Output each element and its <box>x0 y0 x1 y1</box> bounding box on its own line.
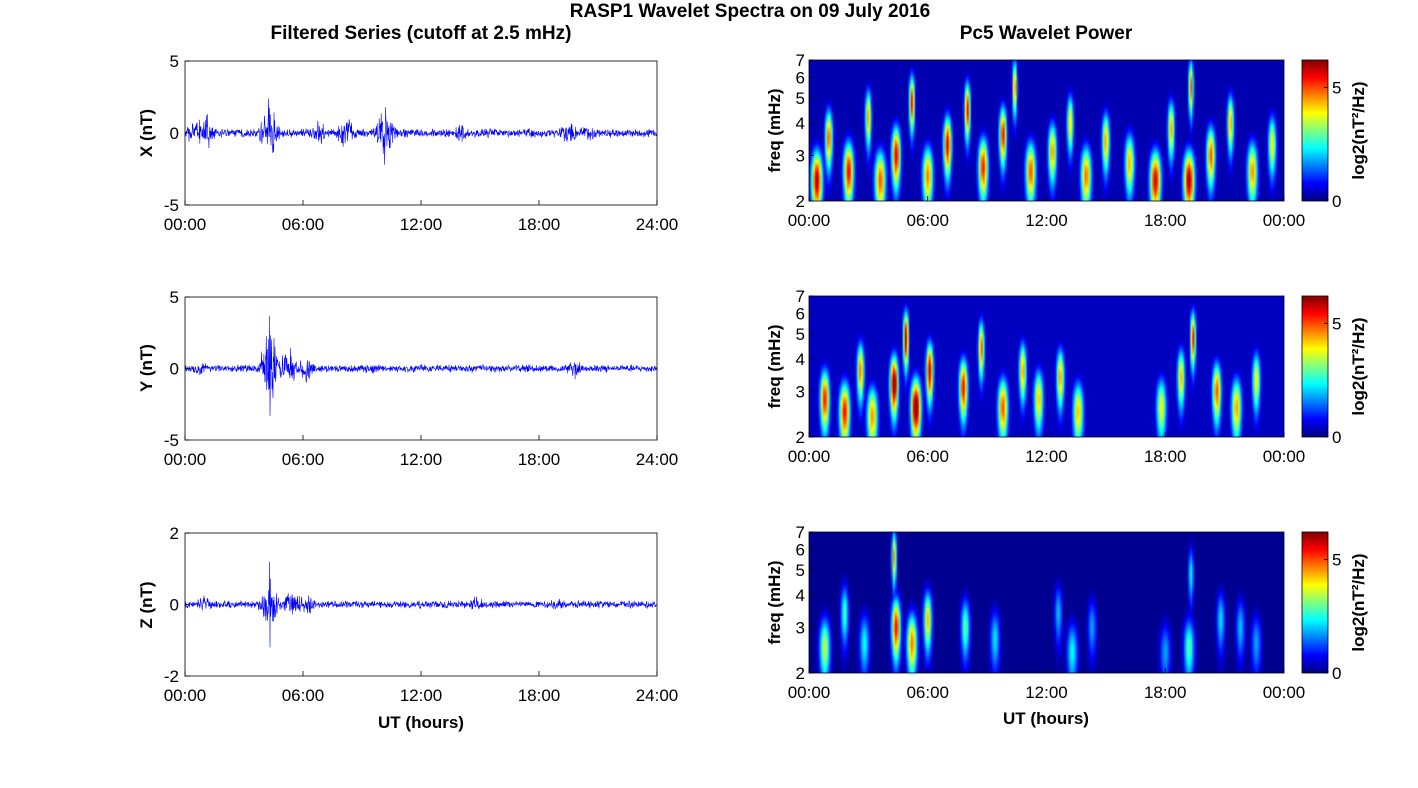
colorbar-1 <box>1301 59 1329 202</box>
y-tick-label: 0 <box>170 360 179 379</box>
left-xlabel: UT (hours) <box>378 713 464 732</box>
x-tick-label: 18:00 <box>1144 211 1187 230</box>
x-tick-label: 00:00 <box>788 211 831 230</box>
y-axis-label: freq (mHz) <box>765 88 784 172</box>
figure-title: RASP1 Wavelet Spectra on 09 July 2016 <box>570 1 930 22</box>
y-axis-label: freq (mHz) <box>765 324 784 408</box>
x-tick-label: 00:00 <box>1263 683 1306 702</box>
timeseries-panel-3: 2 0 -200:00 06:00 12:00 18:00 24:00 Z (nT) <box>137 524 678 705</box>
x-tick-label: 18:00 <box>518 450 561 469</box>
x-tick-label: 06:00 <box>906 683 949 702</box>
y-axis-label: Y (nT) <box>137 344 156 392</box>
x-tick-label: 12:00 <box>1025 211 1068 230</box>
timeseries-panel-1: 5 0 -500:00 06:00 12:00 18:00 24:00 X (nT) <box>137 52 678 234</box>
x-tick-label: 18:00 <box>1144 683 1187 702</box>
colorbar-tick-label: 5 <box>1332 314 1341 333</box>
x-tick-label: 12:00 <box>400 450 443 469</box>
x-tick-label: 18:00 <box>518 215 561 234</box>
x-tick-label: 24:00 <box>636 450 679 469</box>
y-tick-label: 7 <box>796 287 805 306</box>
y-tick-label: 0 <box>170 596 179 615</box>
y-tick-label: 2 <box>796 664 805 683</box>
colorbar-2 <box>1301 295 1329 438</box>
y-tick-label: 3 <box>796 618 805 637</box>
timeseries-line-3 <box>184 561 658 648</box>
y-tick-label: 7 <box>796 51 805 70</box>
x-tick-label: 00:00 <box>164 450 207 469</box>
x-tick-label: 18:00 <box>518 686 561 705</box>
y-tick-label: 4 <box>796 586 805 605</box>
y-axis-label: freq (mHz) <box>765 560 784 644</box>
wavelet-power-heatmap-3 <box>809 532 1284 673</box>
y-tick-label: 0 <box>170 124 179 143</box>
colorbar-tick-label: 0 <box>1332 428 1341 447</box>
x-tick-label: 06:00 <box>282 450 325 469</box>
x-tick-label: 00:00 <box>788 683 831 702</box>
left-column-title: Filtered Series (cutoff at 2.5 mHz) <box>271 23 572 44</box>
y-tick-label: 5 <box>796 325 805 344</box>
y-tick-label: 5 <box>170 288 179 307</box>
x-tick-label: 12:00 <box>400 215 443 234</box>
y-tick-label: 5 <box>170 52 179 71</box>
y-tick-label: 5 <box>796 561 805 580</box>
colorbar-tick-label: 5 <box>1332 78 1341 97</box>
x-tick-label: 00:00 <box>164 686 207 705</box>
timeseries-line-2 <box>184 315 658 416</box>
wavelet-power-heatmap-2 <box>809 296 1284 437</box>
y-tick-label: 2 <box>796 428 805 447</box>
x-tick-label: 24:00 <box>636 686 679 705</box>
y-tick-label: -2 <box>164 667 179 686</box>
y-tick-label: 5 <box>796 89 805 108</box>
y-tick-label: 3 <box>796 146 805 165</box>
wavelet-panel-3: 2 3 4 5 67 00:00 06:00 12:00 18:00 00:00 freq (mHz… <box>765 523 1368 702</box>
x-tick-label: 06:00 <box>282 215 325 234</box>
y-tick-label: -5 <box>164 431 179 450</box>
x-tick-label: 00:00 <box>1263 211 1306 230</box>
x-tick-label: 00:00 <box>788 447 831 466</box>
colorbar-tick-label: 0 <box>1332 192 1341 211</box>
y-tick-label: 4 <box>796 350 805 369</box>
y-tick-label: 6 <box>796 304 805 323</box>
x-tick-label: 24:00 <box>636 215 679 234</box>
y-tick-label: 4 <box>796 114 805 133</box>
x-tick-label: 12:00 <box>400 686 443 705</box>
x-tick-label: 18:00 <box>1144 447 1187 466</box>
wavelet-power-heatmap-1 <box>809 60 1284 201</box>
y-tick-label: 2 <box>170 524 179 543</box>
x-tick-label: 00:00 <box>1263 447 1306 466</box>
y-tick-label: 6 <box>796 540 805 559</box>
y-axis-label: Z (nT) <box>137 581 156 628</box>
y-tick-label: 6 <box>796 68 805 87</box>
x-tick-label: 00:00 <box>164 215 207 234</box>
y-tick-label: -5 <box>164 196 179 215</box>
colorbar-label: log2(nT²/Hz) <box>1349 317 1368 415</box>
x-tick-label: 06:00 <box>906 211 949 230</box>
right-column-title: Pc5 Wavelet Power <box>960 23 1133 44</box>
y-tick-label: 7 <box>796 523 805 542</box>
wavelet-panel-2: 2 3 4 5 67 00:00 06:00 12:00 18:00 00:00 freq (mHz… <box>765 287 1368 466</box>
right-xlabel: UT (hours) <box>1003 709 1089 728</box>
colorbar-tick-label: 0 <box>1332 664 1341 683</box>
x-tick-label: 12:00 <box>1025 447 1068 466</box>
x-tick-label: 06:00 <box>282 686 325 705</box>
y-tick-label: 3 <box>796 382 805 401</box>
colorbar-3 <box>1301 531 1329 674</box>
colorbar-tick-label: 5 <box>1332 550 1341 569</box>
timeseries-line-1 <box>184 98 658 165</box>
wavelet-panel-1: 2 3 4 5 67 00:00 06:00 12:00 18:00 00:00 freq (mHz… <box>765 51 1368 230</box>
y-tick-label: 2 <box>796 192 805 211</box>
y-axis-label: X (nT) <box>137 109 156 157</box>
colorbar-label: log2(nT²/Hz) <box>1349 81 1368 179</box>
colorbar-label: log2(nT²/Hz) <box>1349 553 1368 651</box>
x-tick-label: 12:00 <box>1025 683 1068 702</box>
timeseries-panel-2: 5 0 -500:00 06:00 12:00 18:00 24:00 Y (nT) <box>137 288 678 469</box>
x-tick-label: 06:00 <box>906 447 949 466</box>
